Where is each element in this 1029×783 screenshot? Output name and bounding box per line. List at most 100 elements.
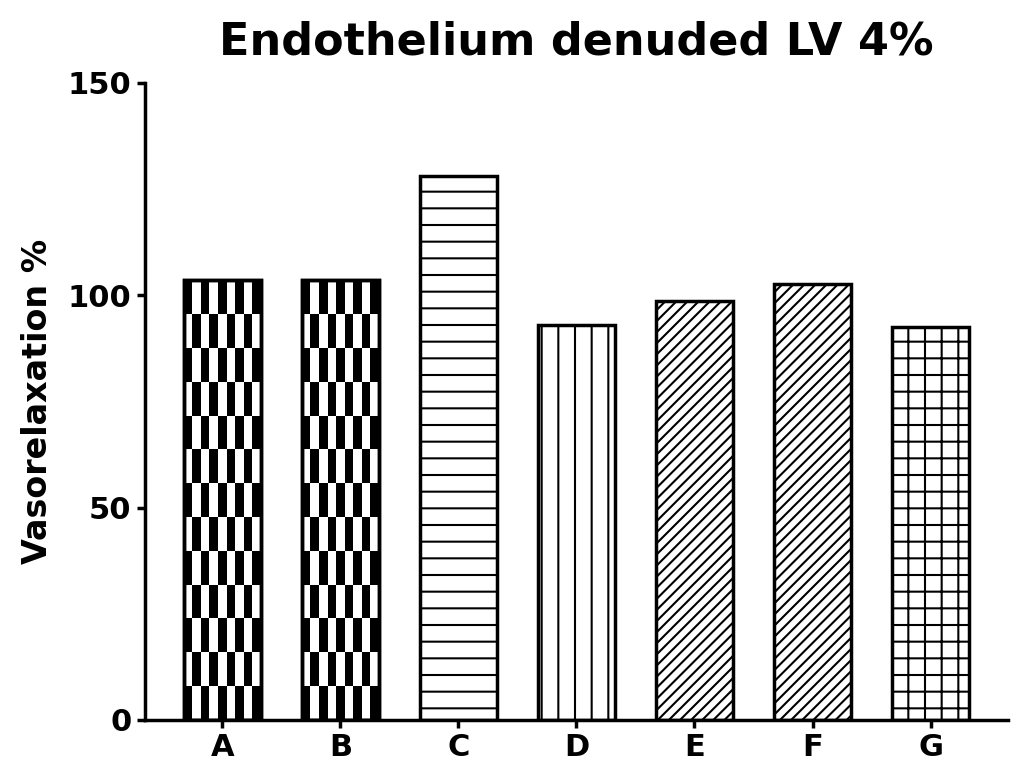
Bar (192, 449, 201, 483)
Bar (252, 483, 260, 517)
Bar (201, 550, 210, 585)
Bar (184, 416, 192, 449)
Bar (192, 517, 201, 550)
Bar (370, 550, 379, 585)
Bar (336, 280, 345, 314)
Bar (218, 483, 226, 517)
Bar (361, 381, 370, 416)
Bar (892, 327, 969, 720)
Bar (538, 325, 614, 720)
Bar (210, 652, 218, 686)
Bar (657, 301, 733, 720)
Bar (353, 280, 361, 314)
Bar (361, 517, 370, 550)
Bar (235, 348, 244, 381)
Bar (327, 449, 336, 483)
Bar (244, 652, 252, 686)
Bar (235, 416, 244, 449)
Bar (370, 619, 379, 652)
Bar (327, 585, 336, 619)
Bar (244, 314, 252, 348)
Bar (301, 280, 311, 314)
Bar (252, 280, 260, 314)
Bar (336, 550, 345, 585)
Bar (201, 416, 210, 449)
Bar (301, 619, 311, 652)
Y-axis label: Vasorelaxation %: Vasorelaxation % (21, 239, 54, 564)
Bar (301, 483, 311, 517)
Bar (226, 449, 235, 483)
Bar (319, 550, 327, 585)
Bar (201, 483, 210, 517)
Title: Endothelium denuded LV 4%: Endothelium denuded LV 4% (219, 21, 933, 64)
Bar (353, 550, 361, 585)
Bar (226, 652, 235, 686)
Bar (210, 585, 218, 619)
Bar (345, 652, 353, 686)
Bar (336, 686, 345, 720)
Bar (370, 483, 379, 517)
Bar (353, 686, 361, 720)
Bar (301, 280, 379, 720)
Bar (184, 550, 192, 585)
Bar (327, 314, 336, 348)
Bar (336, 348, 345, 381)
Bar (192, 381, 201, 416)
Bar (184, 686, 192, 720)
Bar (370, 280, 379, 314)
Bar (311, 314, 319, 348)
Bar (311, 449, 319, 483)
Bar (184, 280, 260, 720)
Bar (201, 280, 210, 314)
Bar (420, 176, 497, 720)
Bar (252, 619, 260, 652)
Bar (311, 652, 319, 686)
Bar (244, 381, 252, 416)
Bar (327, 381, 336, 416)
Bar (235, 483, 244, 517)
Bar (336, 619, 345, 652)
Bar (301, 416, 311, 449)
Bar (192, 314, 201, 348)
Bar (301, 280, 379, 720)
Bar (345, 381, 353, 416)
Bar (244, 585, 252, 619)
Bar (252, 686, 260, 720)
Bar (192, 585, 201, 619)
Bar (353, 348, 361, 381)
Bar (345, 517, 353, 550)
Bar (311, 517, 319, 550)
Bar (184, 348, 192, 381)
Bar (201, 619, 210, 652)
Bar (210, 517, 218, 550)
Bar (218, 686, 226, 720)
Bar (311, 381, 319, 416)
Bar (327, 652, 336, 686)
Bar (319, 416, 327, 449)
Bar (226, 381, 235, 416)
Bar (319, 483, 327, 517)
Bar (184, 483, 192, 517)
Bar (210, 314, 218, 348)
Bar (361, 652, 370, 686)
Bar (244, 449, 252, 483)
Bar (218, 280, 226, 314)
Bar (370, 348, 379, 381)
Bar (235, 686, 244, 720)
Bar (361, 449, 370, 483)
Bar (244, 517, 252, 550)
Bar (327, 517, 336, 550)
Bar (301, 550, 311, 585)
Bar (184, 280, 260, 720)
Bar (184, 280, 192, 314)
Bar (319, 348, 327, 381)
Bar (319, 686, 327, 720)
Bar (218, 619, 226, 652)
Bar (336, 416, 345, 449)
Bar (226, 314, 235, 348)
Bar (218, 416, 226, 449)
Bar (774, 284, 851, 720)
Bar (252, 348, 260, 381)
Bar (184, 619, 192, 652)
Bar (311, 585, 319, 619)
